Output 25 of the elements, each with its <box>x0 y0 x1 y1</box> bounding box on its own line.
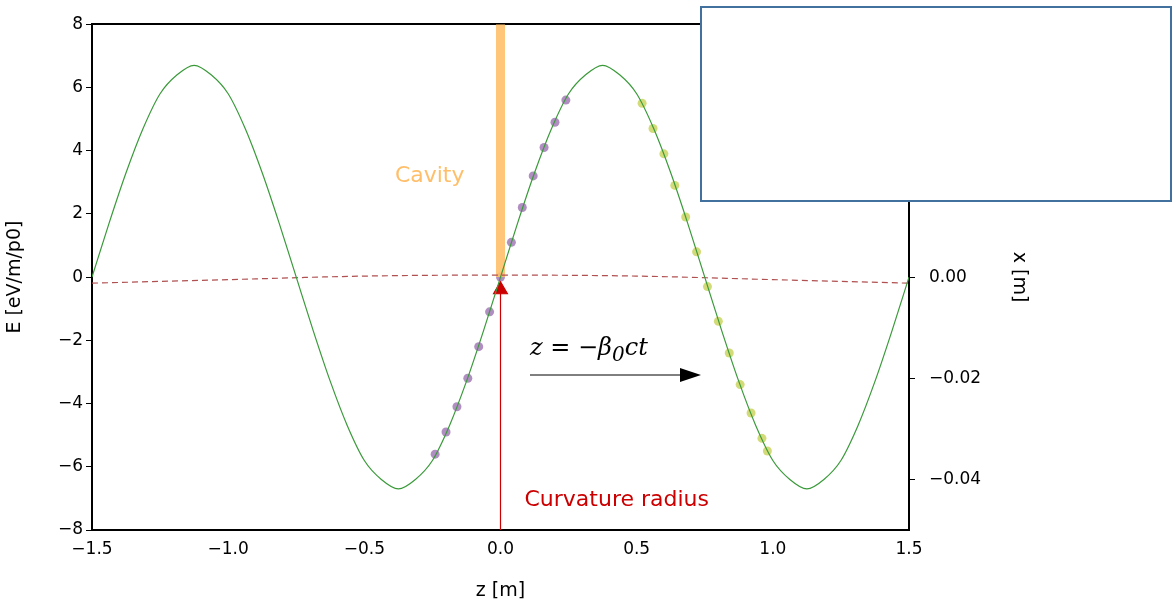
series-label: Curvature radius <box>524 485 710 511</box>
y2-tick-label: −0.02 <box>929 366 982 387</box>
y-tick-label: 4 <box>72 139 83 160</box>
x-tick-label: 1.0 <box>759 537 787 558</box>
x-tick-label: 1.5 <box>895 537 923 558</box>
y-tick-label: −8 <box>57 518 83 539</box>
y-tick-label: −4 <box>57 391 83 412</box>
x-tick-label: 0.5 <box>623 537 651 558</box>
x-tick-label: −0.5 <box>343 537 385 558</box>
y-tick-label: 8 <box>72 12 83 33</box>
x-axis-title: z [m] <box>475 577 526 600</box>
x-tick-label: −1.0 <box>207 537 249 558</box>
x-tick-label: −1.5 <box>71 537 113 558</box>
y2-tick-label: −0.04 <box>929 467 982 488</box>
y2-axis-title: x [m] <box>1009 251 1032 303</box>
series-label: Cavity <box>394 161 465 187</box>
x-tick-label: 0.0 <box>486 537 515 558</box>
annotation: z = −β$_{0}$ct <box>530 333 648 366</box>
y-axis-title: E [eV/m/p0] <box>2 220 25 334</box>
y-tick-label: −6 <box>57 455 83 476</box>
y2-tick-label: 0.00 <box>929 265 967 286</box>
y-tick-label: 0 <box>72 265 83 286</box>
y-tick-label: 2 <box>72 202 83 223</box>
y-tick-label: 6 <box>72 75 83 96</box>
y-tick-label: −2 <box>57 328 83 349</box>
